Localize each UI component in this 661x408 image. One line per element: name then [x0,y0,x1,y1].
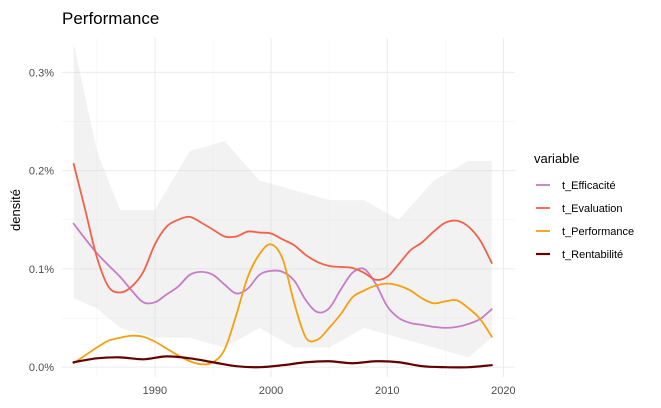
legend-label: t_Efficacité [562,180,616,192]
legend-item-t_Evaluation: t_Evaluation [534,199,623,217]
chart-title: Performance [62,9,159,28]
confidence-band-0 [73,42,492,358]
legend-item-t_Performance: t_Performance [534,222,634,240]
y-axis-title: densité [8,189,23,231]
grid-major [62,38,515,377]
grid-minor [62,38,515,377]
y-tick-label: 0.2% [29,166,54,178]
y-axis-ticks: 0.0% 0.1% 0.2% 0.3% [29,67,54,374]
x-tick-label: 2000 [259,385,283,397]
legend: variable t_Efficacité t_Evaluation t_Perfo… [534,151,634,263]
legend-label: t_Rentabilité [562,249,623,261]
x-axis-ticks: 1990 2000 2010 2020 [143,385,516,397]
y-tick-label: 0.3% [29,67,54,79]
y-tick-label: 0.0% [29,362,54,374]
legend-item-t_Rentabilité: t_Rentabilité [534,245,623,263]
confidence-bands [73,42,492,358]
x-tick-label: 1990 [143,385,167,397]
legend-label: t_Evaluation [562,203,623,215]
y-tick-label: 0.1% [29,264,54,276]
legend-items: t_Efficacité t_Evaluation t_Performance t_R… [534,176,634,263]
x-tick-label: 2010 [375,385,399,397]
x-tick-label: 2020 [491,385,515,397]
series-lines [72,162,493,369]
series-line-t_Performance [72,243,493,366]
series-line-t_Evaluation [72,162,493,294]
legend-item-t_Efficacité: t_Efficacité [534,176,616,194]
series-line-t_Efficacité [72,222,493,329]
legend-title: variable [534,151,580,166]
plot-panel [62,38,515,377]
legend-label: t_Performance [562,226,634,238]
series-line-t_Rentabilité [72,355,493,369]
